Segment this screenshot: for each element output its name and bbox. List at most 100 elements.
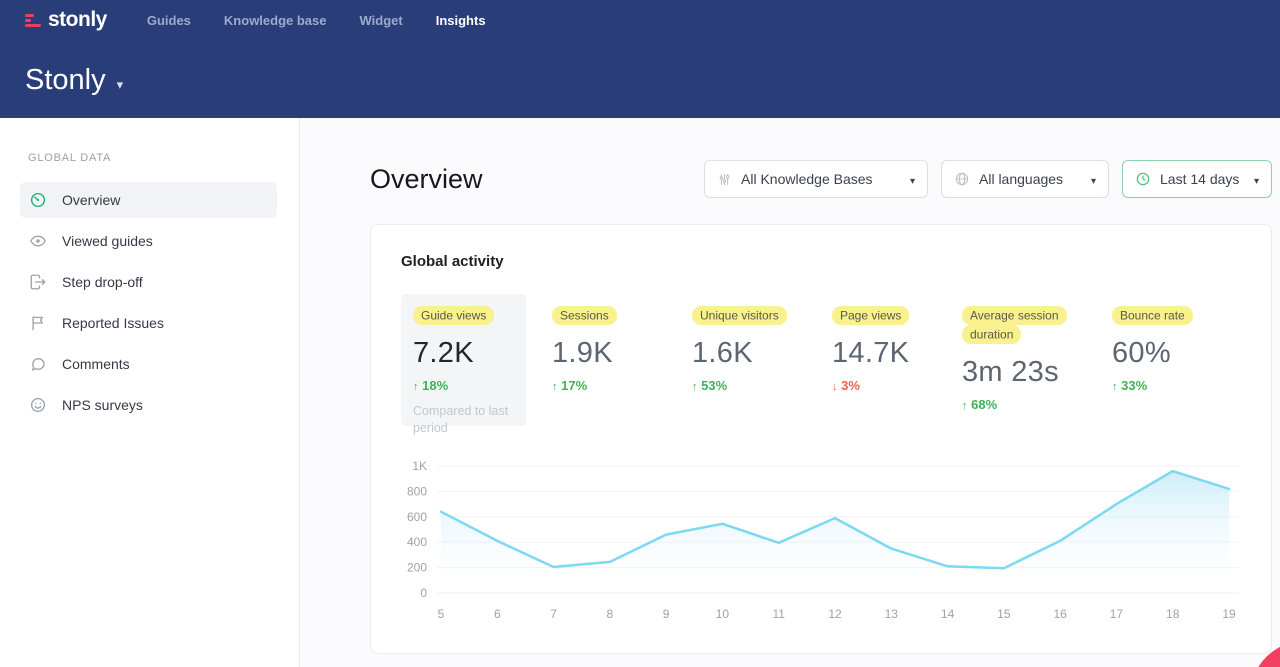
svg-text:0: 0: [420, 586, 427, 600]
metric-change: ↑ 17%: [552, 378, 588, 393]
chevron-down-icon: [117, 64, 124, 97]
metric-value: 7.2K: [413, 337, 474, 369]
trend-up-icon: ↑: [552, 381, 558, 393]
sidebar-item-reported-issues[interactable]: Reported Issues: [20, 305, 277, 341]
nav-item-insights[interactable]: Insights: [435, 12, 486, 28]
metric-change: ↑ 33%: [1112, 378, 1148, 393]
metric-value: 1.6K: [692, 337, 753, 369]
sidebar-item-overview[interactable]: Overview: [20, 182, 277, 218]
globe-icon: [955, 172, 969, 186]
svg-text:7: 7: [550, 607, 557, 621]
metric-label: Unique visitors: [692, 305, 787, 325]
metric-tile-average-session-duration[interactable]: Average session duration 3m 23s ↑ 68%: [962, 294, 1112, 426]
sidebar-item-viewed-guides[interactable]: Viewed guides: [20, 223, 277, 259]
svg-text:200: 200: [407, 561, 427, 575]
nav-item-widget[interactable]: Widget: [359, 12, 403, 28]
metric-tile-guide-views[interactable]: Guide views 7.2K ↑ 18% Compared to last …: [401, 294, 526, 435]
knowledge-bases-dropdown[interactable]: All Knowledge Bases: [704, 160, 928, 198]
date-range-dropdown[interactable]: Last 14 days: [1122, 160, 1272, 198]
sidebar-item-nps-surveys[interactable]: NPS surveys: [20, 387, 277, 423]
chevron-down-icon: [1254, 171, 1259, 187]
trend-down-icon: ↓: [832, 381, 838, 393]
metric-note: Compared to last period: [413, 404, 509, 435]
svg-text:6: 6: [494, 607, 501, 621]
sidebar-item-label: NPS surveys: [62, 397, 143, 413]
languages-value: All languages: [979, 171, 1064, 187]
metric-tile-page-views[interactable]: Page views 14.7K ↓ 3%: [832, 294, 962, 426]
top-navigation: stonly Guides Knowledge base Widget Insi…: [0, 0, 1280, 40]
eye-icon: [30, 235, 46, 247]
svg-text:18: 18: [1166, 607, 1180, 621]
svg-text:600: 600: [407, 510, 427, 524]
global-activity-card: Global activity Guide views 7.2K ↑ 18% C…: [370, 224, 1272, 654]
svg-text:10: 10: [716, 607, 730, 621]
clock-icon: [1136, 172, 1150, 186]
sidebar-item-comments[interactable]: Comments: [20, 346, 277, 382]
chevron-down-icon: [1091, 171, 1096, 187]
languages-dropdown[interactable]: All languages: [941, 160, 1109, 198]
sidebar-section-label: GLOBAL DATA: [28, 152, 112, 164]
svg-text:11: 11: [772, 607, 785, 621]
metric-change: ↑ 68%: [962, 397, 998, 412]
metric-value: 60%: [1112, 337, 1171, 369]
card-title: Global activity: [401, 253, 504, 270]
trend-up-icon: ↑: [692, 381, 698, 393]
nav-item-guides[interactable]: Guides: [146, 12, 191, 28]
metric-value: 3m 23s: [962, 356, 1059, 388]
metrics-row: Guide views 7.2K ↑ 18% Compared to last …: [401, 294, 1241, 435]
metric-value: 14.7K: [832, 337, 910, 369]
gauge-icon: [30, 192, 46, 208]
sidebar-item-step-drop-off[interactable]: Step drop-off: [20, 264, 277, 300]
trend-up-icon: ↑: [413, 381, 419, 393]
svg-text:9: 9: [663, 607, 670, 621]
svg-text:13: 13: [885, 607, 899, 621]
metric-change: ↑ 53%: [692, 378, 728, 393]
stonly-logo[interactable]: stonly: [25, 8, 107, 32]
top-header: stonly Guides Knowledge base Widget Insi…: [0, 0, 1280, 118]
svg-text:800: 800: [407, 484, 427, 498]
metric-tile-sessions[interactable]: Sessions 1.9K ↑ 17%: [552, 294, 692, 426]
workspace-name: Stonly: [25, 64, 106, 96]
svg-text:12: 12: [828, 607, 842, 621]
metric-value: 1.9K: [552, 337, 613, 369]
svg-text:16: 16: [1053, 607, 1067, 621]
metric-change: ↑ 18%: [413, 378, 449, 393]
stonly-logo-text: stonly: [48, 8, 107, 31]
svg-text:15: 15: [997, 607, 1011, 621]
metric-label: Guide views: [413, 305, 495, 325]
flag-icon: [32, 316, 43, 331]
svg-text:400: 400: [407, 535, 427, 549]
activity-area-chart[interactable]: 0 200 400 600 800 1K 5 6 7 8 9 10 11 12 13 14 15 16 17 18 19: [371, 452, 1271, 647]
metric-tile-unique-visitors[interactable]: Unique visitors 1.6K ↑ 53%: [692, 294, 832, 426]
svg-text:8: 8: [607, 607, 614, 621]
metric-label: Page views: [832, 305, 910, 325]
sidebar: GLOBAL DATA Overview Viewed guides Step …: [0, 118, 300, 667]
sidebar-item-label: Viewed guides: [62, 233, 153, 249]
filters-row: All Knowledge Bases All languages Last 1…: [704, 160, 1272, 198]
metric-label: Bounce rate: [1112, 305, 1193, 325]
metric-label: Average session duration: [962, 305, 1067, 344]
date-range-value: Last 14 days: [1160, 171, 1240, 187]
activity-chart-svg: 0 200 400 600 800 1K 5 6 7 8 9 10 11 12 13 14 15 16 17 18 19: [407, 459, 1239, 621]
main-content: Overview All Knowledge Bases All languag…: [300, 118, 1280, 667]
step-exit-icon: [30, 274, 46, 290]
trend-up-icon: ↑: [962, 400, 968, 412]
nav-item-knowledge-base[interactable]: Knowledge base: [223, 12, 327, 28]
knowledge-bases-value: All Knowledge Bases: [741, 171, 873, 187]
chevron-down-icon: [910, 171, 915, 187]
sliders-icon: [719, 173, 730, 185]
nav-links: Guides Knowledge base Widget Insights: [147, 13, 486, 28]
metric-tile-bounce-rate[interactable]: Bounce rate 60% ↑ 33%: [1112, 294, 1241, 426]
svg-text:5: 5: [438, 607, 445, 621]
sidebar-item-label: Overview: [62, 192, 121, 208]
svg-text:17: 17: [1110, 607, 1124, 621]
workspace-switcher[interactable]: Stonly: [25, 64, 123, 97]
metric-label: Sessions: [552, 305, 617, 325]
svg-text:19: 19: [1222, 607, 1236, 621]
stonly-logo-icon: [25, 13, 41, 28]
page-title: Overview: [370, 163, 483, 194]
smiley-icon: [30, 397, 46, 413]
comment-icon: [32, 358, 45, 371]
sidebar-item-label: Step drop-off: [62, 274, 143, 290]
sidebar-item-label: Reported Issues: [62, 315, 164, 331]
